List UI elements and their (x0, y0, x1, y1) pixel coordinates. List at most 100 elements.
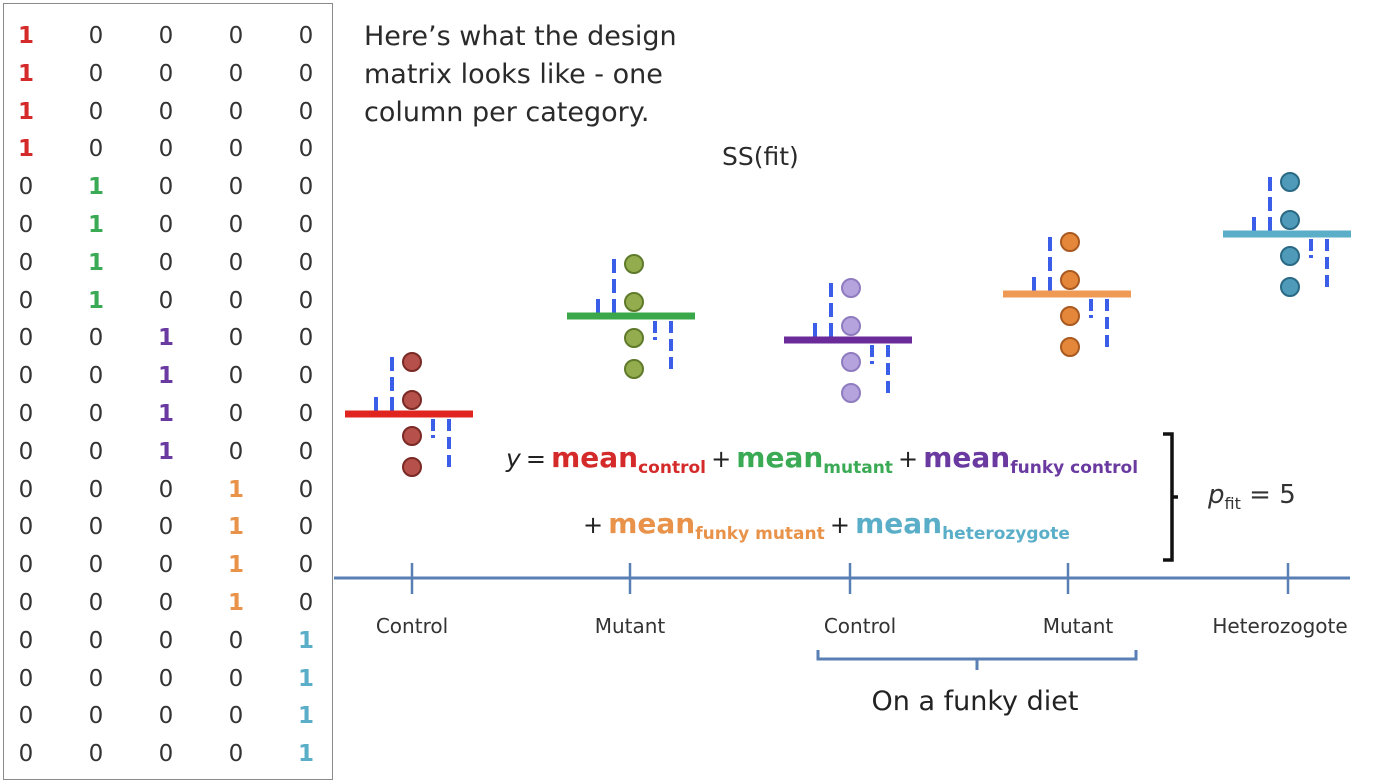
matrix-cell: 0 (298, 249, 314, 276)
matrix-cell: 1 (297, 665, 314, 692)
matrix-cell: 0 (18, 590, 34, 616)
matrix-cell: 0 (158, 703, 174, 730)
data-point (1060, 337, 1080, 357)
matrix-cell: 0 (88, 590, 104, 616)
matrix-cell: 0 (18, 249, 34, 276)
matrix-cell: 0 (88, 325, 104, 352)
curly-brace (1163, 432, 1178, 562)
mean-control-term: meancontrol (551, 441, 706, 478)
matrix-cell: 0 (298, 363, 314, 390)
data-point (624, 359, 644, 379)
matrix-cell: 0 (298, 60, 314, 87)
plus-sign: + (711, 445, 732, 473)
matrix-cell: 0 (18, 665, 34, 692)
matrix-cell: 0 (228, 136, 244, 163)
data-point (402, 426, 422, 446)
data-point (841, 383, 861, 403)
matrix-cell: 0 (298, 174, 314, 201)
data-point (624, 254, 644, 274)
matrix-cell: 0 (18, 438, 34, 465)
matrix-cell: 1 (297, 703, 314, 730)
matrix-cell: 0 (228, 212, 244, 238)
matrix-cell: 0 (18, 552, 34, 579)
matrix-cell: 1 (17, 98, 34, 125)
matrix-cell: 0 (18, 174, 34, 201)
matrix-cell: 0 (228, 438, 244, 465)
design-matrix: 1 0 0 0 0 1 0 0 0 0 1 0 0 0 0 1 0 0 0 0 0 1 0 0 0 0 1 0 0 0 0 1 0 0 0 0 1 0 0 0… (3, 3, 333, 780)
matrix-cell: 0 (18, 514, 34, 541)
matrix-cell: 0 (88, 23, 104, 49)
data-point (1280, 246, 1300, 266)
matrix-cell: 1 (297, 741, 314, 768)
matrix-cell: 0 (88, 627, 104, 654)
matrix-cell: 0 (228, 741, 244, 768)
ss-fit-label: SS(fit) (722, 142, 799, 171)
matrix-cell: 1 (17, 60, 34, 87)
matrix-cell: 0 (298, 438, 314, 465)
matrix-cell: 0 (298, 212, 314, 238)
matrix-cell: 0 (228, 98, 244, 125)
matrix-cell: 0 (158, 552, 174, 579)
matrix-cell: 0 (88, 438, 104, 465)
matrix-cell: 0 (158, 212, 174, 238)
matrix-cell: 0 (88, 363, 104, 390)
matrix-cell: 1 (297, 627, 314, 654)
matrix-cell: 1 (227, 590, 244, 616)
matrix-cell: 0 (88, 401, 104, 427)
data-point (402, 390, 422, 410)
matrix-cell: 0 (298, 98, 314, 125)
p-fit-label: pfit = 5 (1208, 480, 1296, 513)
matrix-cell: 0 (158, 249, 174, 276)
matrix-cell: 1 (157, 363, 174, 390)
matrix-cell: 0 (228, 665, 244, 692)
data-point (1280, 210, 1300, 230)
matrix-cell: 0 (88, 98, 104, 125)
mean-mutant-term: meanmutant (736, 441, 893, 478)
data-point (841, 278, 861, 298)
matrix-cell: 0 (158, 627, 174, 654)
mean-funky-control-term: meanfunky control (923, 441, 1139, 478)
matrix-cell: 1 (17, 136, 34, 163)
mean-funky-mutant-term: meanfunky mutant (608, 507, 825, 544)
data-point (624, 328, 644, 348)
data-point (402, 352, 422, 372)
matrix-cell: 0 (158, 741, 174, 768)
data-point (624, 292, 644, 312)
data-point (402, 457, 422, 477)
matrix-cell: 0 (228, 401, 244, 427)
matrix-cell: 0 (298, 552, 314, 579)
matrix-cell: 0 (88, 514, 104, 541)
matrix-cell: 0 (88, 703, 104, 730)
matrix-cell: 0 (158, 174, 174, 201)
equation-line-1: y = meancontrol + meanmutant + meanfunky… (506, 441, 1139, 478)
matrix-cell: 1 (227, 514, 244, 541)
matrix-cell: 0 (158, 23, 174, 49)
diet-group-label: On a funky diet (871, 686, 1079, 717)
matrix-cell: 0 (88, 552, 104, 579)
matrix-cell: 0 (18, 401, 34, 427)
axis-label-heterozygote: Heterozogote (1212, 614, 1348, 638)
matrix-cell: 0 (298, 590, 314, 616)
matrix-cell: 0 (18, 627, 34, 654)
plus-sign: + (898, 445, 919, 473)
matrix-cell: 0 (88, 476, 104, 503)
matrix-cell: 0 (158, 60, 174, 87)
data-point (1280, 172, 1300, 192)
axis-label-mutant: Mutant (594, 614, 666, 638)
data-point (841, 316, 861, 336)
matrix-cell: 0 (88, 60, 104, 87)
matrix-cell: 0 (158, 514, 174, 541)
matrix-cell: 0 (298, 325, 314, 352)
matrix-cell: 0 (158, 136, 174, 163)
matrix-cell: 0 (158, 98, 174, 125)
matrix-cell: 0 (158, 590, 174, 616)
data-point (1060, 270, 1080, 290)
matrix-cell: 0 (228, 287, 244, 314)
matrix-cell: 0 (158, 665, 174, 692)
matrix-cell: 0 (18, 741, 34, 768)
matrix-cell: 0 (228, 363, 244, 390)
equation-y: y (506, 444, 521, 473)
matrix-cell: 1 (87, 249, 104, 276)
matrix-cell: 1 (87, 212, 104, 238)
